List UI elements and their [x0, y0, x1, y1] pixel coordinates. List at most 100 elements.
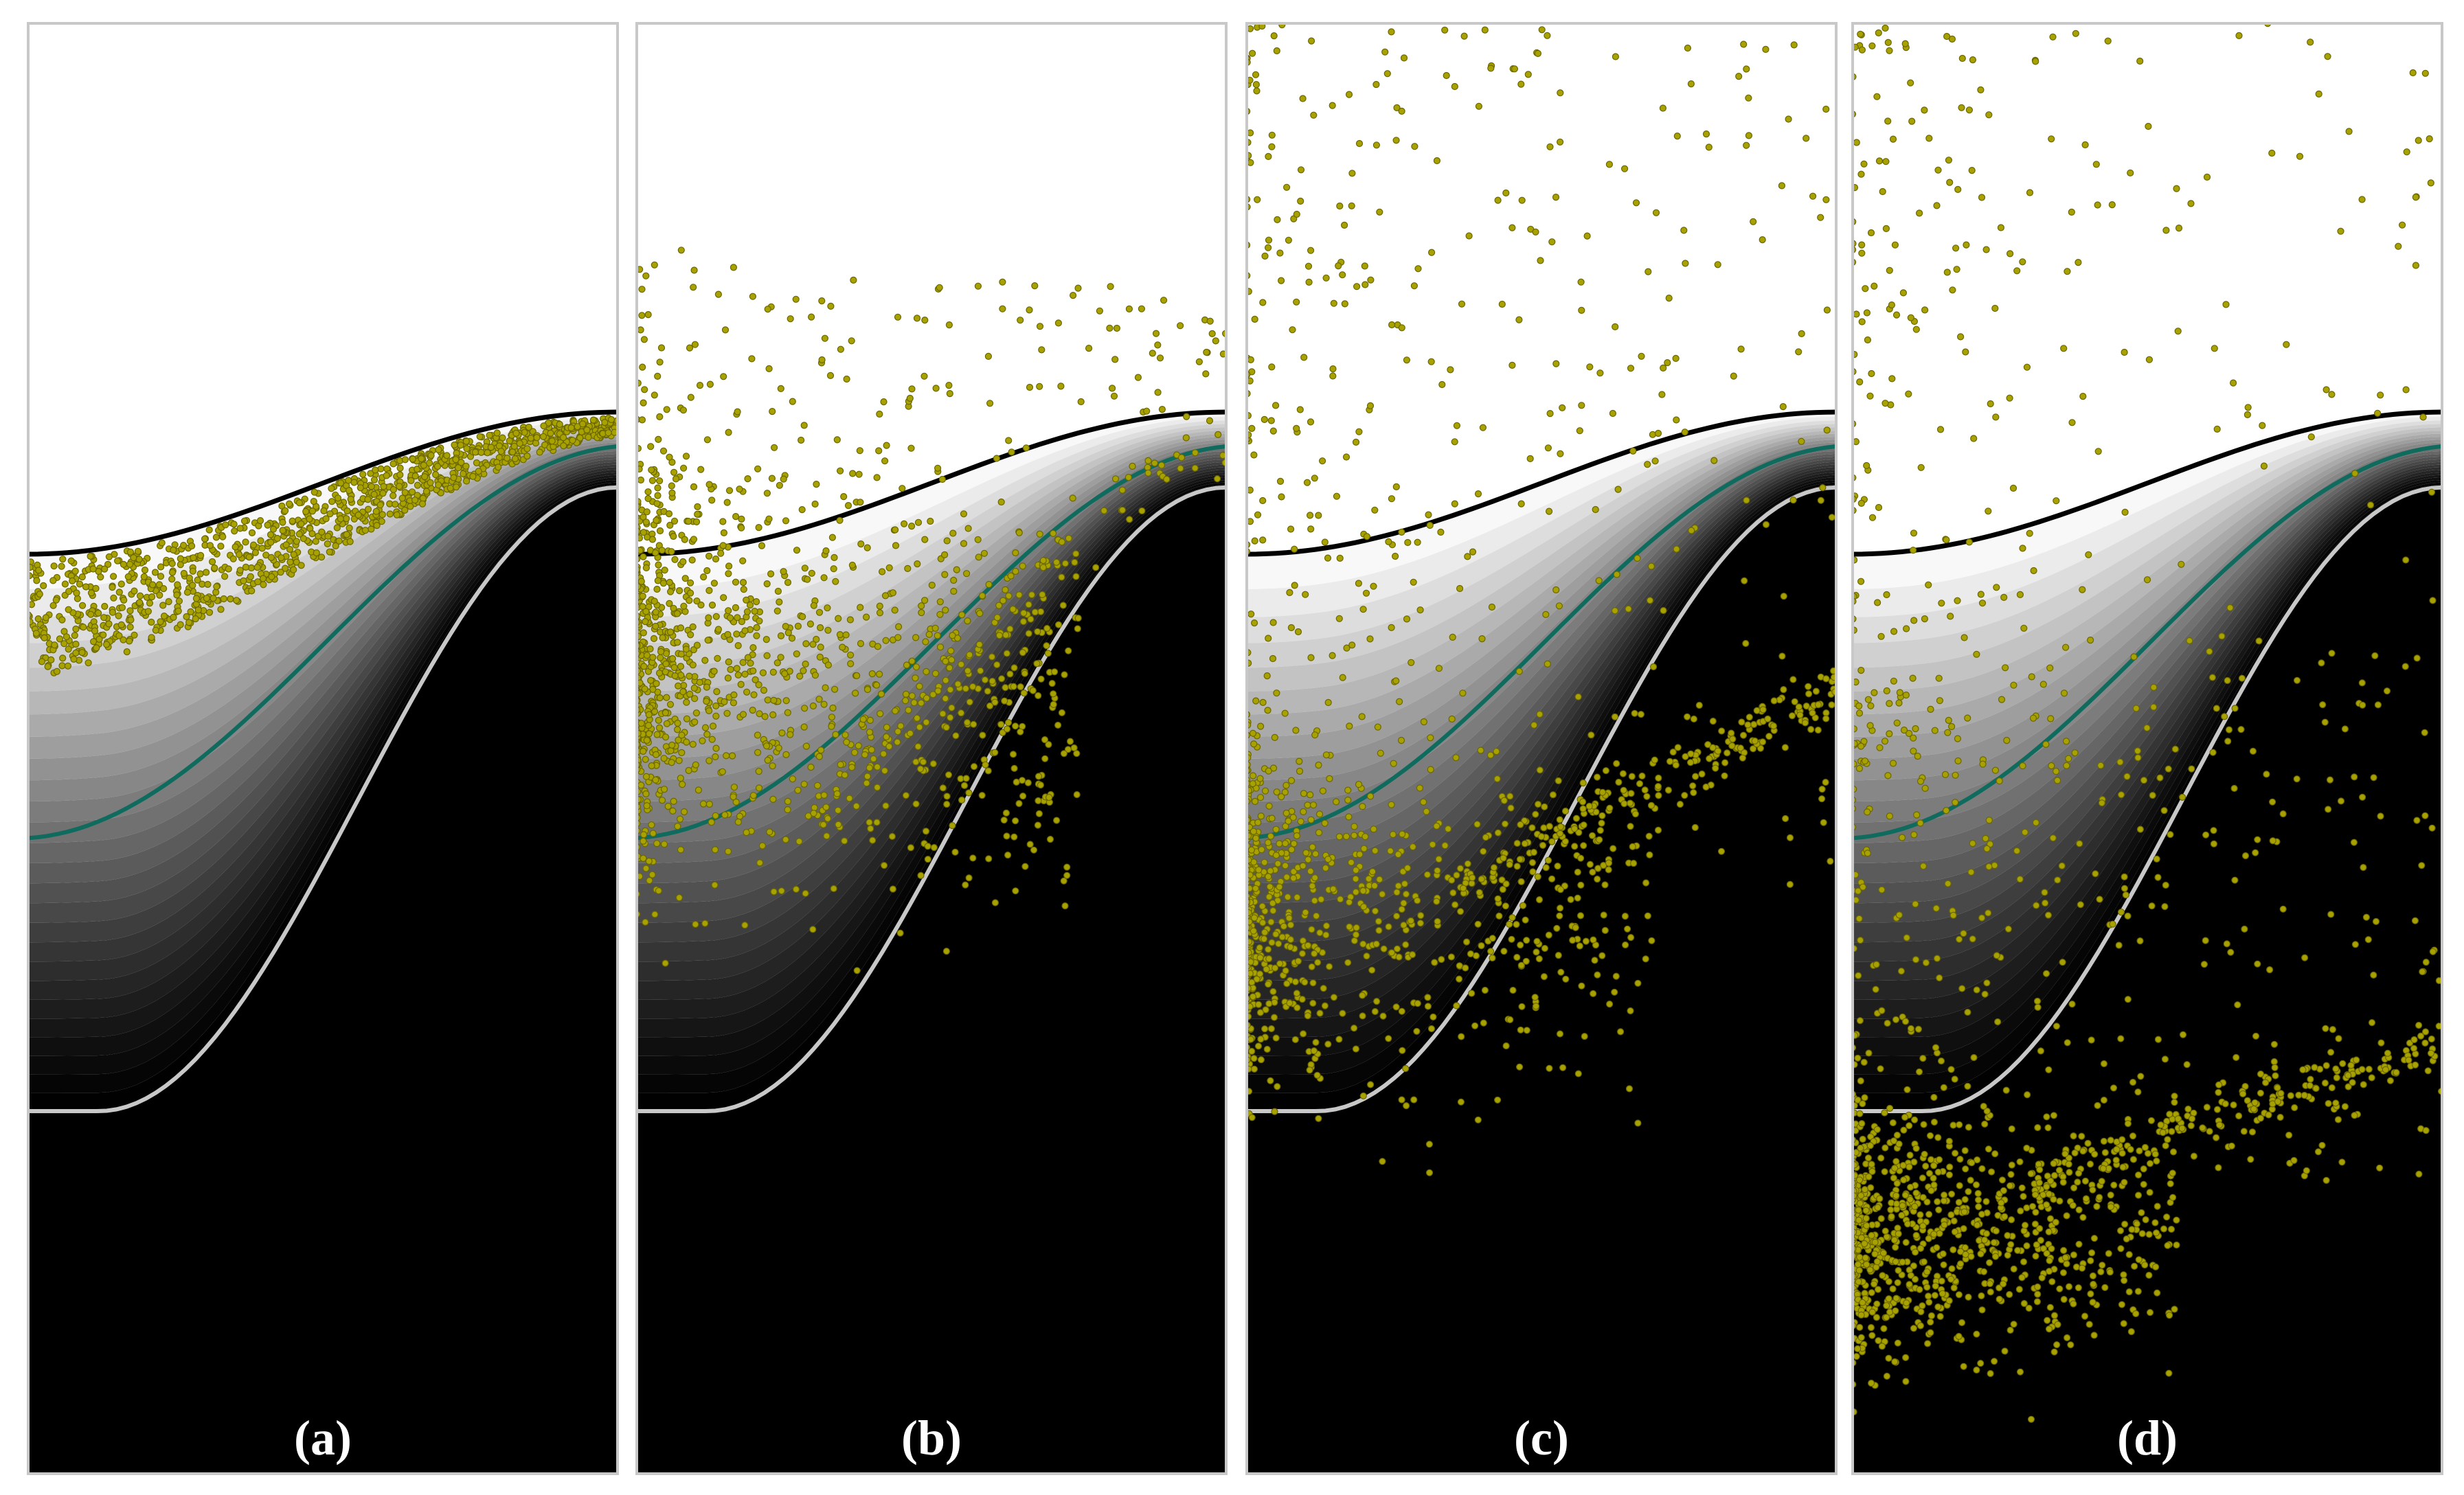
point [1863, 1261, 1870, 1268]
point [1925, 1211, 1933, 1218]
point [59, 556, 67, 563]
point [1029, 687, 1037, 694]
gradient-band [28, 424, 618, 668]
point [668, 489, 676, 497]
point [863, 685, 872, 694]
point [815, 696, 823, 703]
point [109, 583, 116, 591]
point [655, 477, 664, 485]
point [1889, 760, 1897, 767]
point [1601, 881, 1609, 889]
point [1336, 895, 1344, 903]
point [676, 815, 684, 823]
point [1894, 1279, 1901, 1286]
point [908, 385, 916, 393]
point [435, 481, 442, 489]
point [646, 645, 654, 653]
point [1506, 920, 1513, 928]
point [730, 264, 738, 271]
point [988, 653, 996, 661]
point [1509, 986, 1517, 994]
point [1881, 1227, 1889, 1235]
point [1264, 707, 1271, 714]
point [1344, 796, 1352, 804]
point [1309, 882, 1316, 890]
point [943, 800, 951, 808]
point [389, 460, 397, 468]
point [248, 529, 256, 537]
point [1203, 348, 1210, 356]
point [649, 654, 657, 661]
point [677, 775, 684, 782]
point [1346, 722, 1353, 730]
point [1890, 1236, 1898, 1244]
point [1788, 712, 1796, 720]
point [703, 683, 711, 691]
point [1157, 461, 1166, 469]
point [1360, 845, 1368, 852]
point [841, 771, 848, 779]
point [1480, 847, 1487, 855]
point [721, 326, 730, 334]
point [203, 595, 210, 602]
point [802, 889, 809, 898]
point [95, 609, 102, 617]
panel: (a) [27, 22, 619, 1475]
points [637, 247, 1226, 974]
point [1891, 1358, 1899, 1366]
point [1867, 1184, 1875, 1191]
point [642, 773, 651, 781]
point [1278, 933, 1286, 941]
point [2237, 726, 2245, 733]
point [1723, 749, 1731, 757]
point [286, 500, 293, 507]
point [789, 398, 796, 405]
point [1304, 941, 1312, 949]
point [2090, 1280, 2097, 1288]
point [1330, 299, 1337, 307]
point [2141, 1261, 2149, 1269]
point [2151, 1219, 2159, 1226]
point [738, 515, 745, 523]
point [174, 607, 182, 615]
point [2097, 762, 2105, 769]
point [1738, 718, 1745, 726]
point [1910, 734, 1917, 742]
point [1611, 713, 1619, 721]
point [642, 608, 650, 615]
point [1265, 635, 1272, 642]
point [647, 676, 655, 685]
point [1036, 323, 1044, 330]
point [1489, 954, 1496, 962]
point [1152, 330, 1160, 337]
point [2171, 1305, 2178, 1313]
point [1621, 165, 1629, 172]
point [1371, 506, 1379, 514]
point [1276, 960, 1284, 968]
point [1346, 923, 1353, 931]
point [1293, 210, 1300, 218]
point [370, 490, 378, 499]
point [1945, 1171, 1953, 1178]
point [663, 694, 670, 701]
point [1306, 1066, 1313, 1074]
point [1074, 614, 1082, 622]
point [1544, 856, 1552, 864]
point [660, 841, 668, 848]
point [1287, 944, 1294, 951]
point [1359, 940, 1367, 948]
point [1309, 801, 1318, 809]
point [328, 498, 336, 505]
point [1300, 808, 1307, 816]
point [1005, 592, 1013, 600]
point [1910, 747, 1917, 755]
point [126, 637, 133, 645]
point [711, 881, 719, 889]
point [1574, 693, 1582, 700]
point [651, 911, 659, 918]
point [686, 344, 694, 352]
point [1372, 997, 1381, 1005]
point [1403, 864, 1412, 872]
point [660, 786, 668, 793]
point [1987, 1288, 1994, 1296]
